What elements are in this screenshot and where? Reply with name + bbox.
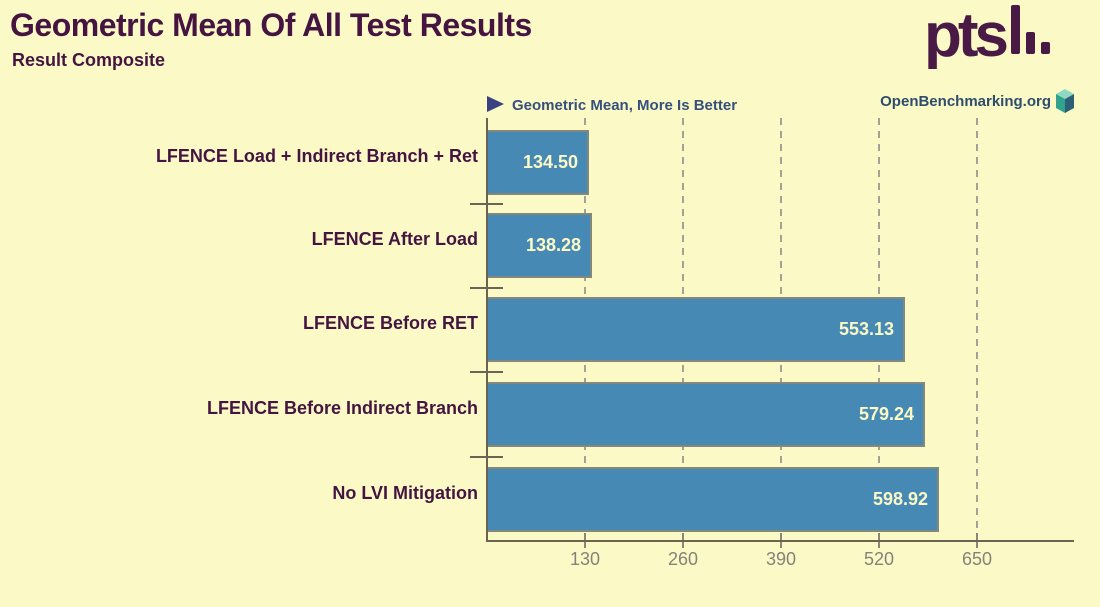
bar-label: LFENCE After Load: [311, 228, 478, 249]
x-axis-line: [486, 540, 1074, 542]
chart-title: Geometric Mean Of All Test Results: [10, 7, 532, 43]
pts-logo-text: pts: [924, 1, 1009, 70]
bar-value: 138.28: [525, 235, 581, 255]
pts-logo: pts: [924, 4, 1050, 67]
x-tick-label: 260: [667, 549, 699, 569]
bar-value: 579.24: [858, 404, 914, 424]
openbenchmarking-cube-icon: [1056, 89, 1074, 113]
pts-logo-bar-icon: [1041, 42, 1050, 55]
openbenchmarking-link[interactable]: OpenBenchmarking.org: [880, 89, 1074, 113]
bar: 134.50: [488, 130, 589, 195]
more-is-better-arrow-icon: [487, 96, 504, 112]
bar-label: No LVI Mitigation: [332, 482, 478, 503]
x-tick-label: 520: [863, 549, 895, 569]
y-axis-line: [486, 118, 488, 542]
x-tick-label: 650: [961, 549, 993, 569]
bar-label: LFENCE Before RET: [302, 312, 478, 333]
openbenchmarking-label[interactable]: OpenBenchmarking.org: [880, 92, 1051, 110]
legend-label: Geometric Mean, More Is Better: [512, 97, 738, 114]
x-tick-label: 390: [765, 549, 797, 569]
bar: 579.24: [488, 382, 925, 447]
chart-subtitle: Result Composite: [12, 50, 166, 70]
bar-value: 134.50: [522, 152, 578, 172]
pts-logo-bar-icon: [1011, 5, 1020, 55]
pts-logo-bar-icon: [1026, 32, 1035, 55]
bar: 598.92: [488, 467, 939, 532]
gridline: [976, 118, 978, 540]
x-tick-label: 130: [569, 549, 601, 569]
bar-label: LFENCE Before Indirect Branch: [206, 397, 478, 418]
bar: 138.28: [488, 213, 592, 278]
bar-value: 598.92: [872, 489, 928, 509]
bar-label: LFENCE Load + Indirect Branch + Ret: [155, 145, 478, 166]
bar: 553.13: [488, 297, 905, 362]
bar-value: 553.13: [838, 319, 894, 339]
